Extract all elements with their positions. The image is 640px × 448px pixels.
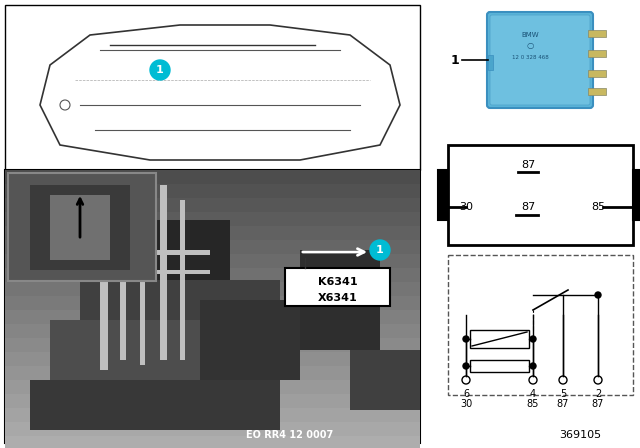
Bar <box>350 350 420 410</box>
FancyBboxPatch shape <box>487 12 593 108</box>
Bar <box>5 394 420 408</box>
Bar <box>20 200 140 280</box>
Bar <box>285 268 390 306</box>
Bar <box>80 270 210 274</box>
Text: 1: 1 <box>376 245 384 255</box>
Bar <box>5 366 420 380</box>
Bar <box>50 320 200 380</box>
Text: 87: 87 <box>521 202 535 212</box>
Text: ○: ○ <box>526 40 534 49</box>
Bar <box>470 330 529 348</box>
Bar <box>588 88 606 95</box>
Text: 30: 30 <box>459 202 473 212</box>
Bar <box>588 50 606 57</box>
Text: 87: 87 <box>557 399 569 409</box>
Bar <box>5 282 420 296</box>
Bar <box>5 254 420 268</box>
Bar <box>5 268 420 282</box>
Bar <box>140 195 145 365</box>
Bar <box>5 5 420 170</box>
Circle shape <box>595 292 601 298</box>
Circle shape <box>530 336 536 342</box>
Bar <box>5 310 420 324</box>
Bar <box>5 226 420 240</box>
Bar <box>5 240 420 254</box>
Text: 85: 85 <box>527 399 539 409</box>
Bar <box>470 360 529 372</box>
Bar <box>160 185 167 360</box>
Text: 87: 87 <box>521 160 535 170</box>
Text: 85: 85 <box>591 202 605 212</box>
Bar <box>5 324 420 338</box>
Text: 4: 4 <box>530 389 536 399</box>
Bar <box>588 70 606 77</box>
Circle shape <box>530 363 536 369</box>
Bar <box>438 170 448 220</box>
Circle shape <box>463 336 469 342</box>
Circle shape <box>150 60 170 80</box>
Bar <box>200 300 300 380</box>
Bar <box>448 145 633 245</box>
Bar <box>5 198 420 212</box>
Bar <box>30 380 280 430</box>
Bar <box>8 173 156 281</box>
Bar <box>100 190 108 370</box>
Bar <box>5 436 420 448</box>
Bar <box>5 352 420 366</box>
Text: 1: 1 <box>451 53 460 66</box>
Text: X6341: X6341 <box>318 293 358 303</box>
Bar <box>5 296 420 310</box>
Bar <box>120 200 126 360</box>
Text: 30: 30 <box>460 399 472 409</box>
Bar <box>633 170 640 220</box>
Text: BMW: BMW <box>521 32 539 38</box>
Bar <box>150 220 230 280</box>
Text: 87: 87 <box>592 399 604 409</box>
Bar <box>300 250 380 350</box>
Bar <box>5 170 420 443</box>
Bar <box>588 30 606 37</box>
Text: 12 0 328 468: 12 0 328 468 <box>511 55 548 60</box>
Bar <box>30 185 130 270</box>
FancyBboxPatch shape <box>490 15 590 105</box>
Text: 6: 6 <box>463 389 469 399</box>
Bar <box>5 170 420 184</box>
Bar <box>5 408 420 422</box>
Bar <box>5 338 420 352</box>
Circle shape <box>463 363 469 369</box>
Bar <box>5 380 420 394</box>
Bar <box>5 422 420 436</box>
Bar <box>488 55 493 70</box>
Bar <box>60 250 210 255</box>
Circle shape <box>370 240 390 260</box>
Bar <box>5 184 420 198</box>
Bar <box>50 195 110 260</box>
Bar <box>180 200 185 360</box>
Text: 369105: 369105 <box>559 430 601 440</box>
Text: 1: 1 <box>156 65 164 75</box>
Text: K6341: K6341 <box>318 277 358 287</box>
Text: 2: 2 <box>595 389 601 399</box>
Bar <box>80 280 280 320</box>
Text: EO RR4 12 0007: EO RR4 12 0007 <box>246 430 333 440</box>
Text: 5: 5 <box>560 389 566 399</box>
Bar <box>448 255 633 395</box>
Bar <box>5 212 420 226</box>
